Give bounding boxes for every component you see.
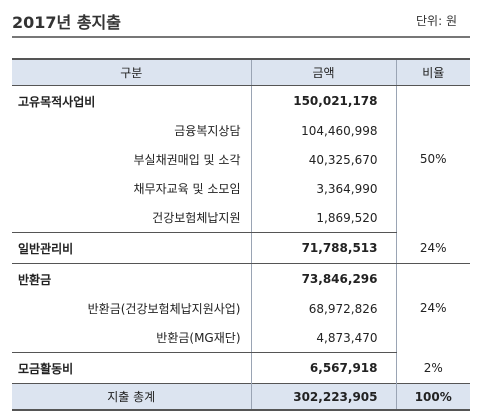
table-row: 부실채권매입 및 소각 40,325,670	[12, 145, 470, 174]
row-label: 건강보험체납지원	[12, 203, 251, 233]
row-label: 금융복지상담	[174, 124, 241, 138]
row-label: 채무자교육 및 소모임	[133, 182, 241, 196]
row-label: 반환금(건강보험체납지원사업)	[87, 302, 241, 316]
column-header-amount: 금액	[250, 58, 396, 86]
row-amount: 40,325,670	[250, 145, 397, 174]
expenditure-table: 구분 금액 비율 고유목적사업비 150,021,178 50% 금융복지상담 …	[12, 58, 470, 411]
title-divider	[12, 36, 470, 38]
column-header-category: 구분	[12, 58, 251, 86]
total-percent: 100%	[396, 383, 470, 411]
row-amount: 3,364,990	[250, 174, 397, 203]
row-amount: 104,460,998	[250, 116, 397, 145]
row-amount: 73,846,296	[250, 263, 397, 294]
row-label: 고유목적사업비	[18, 94, 96, 109]
row-amount: 68,972,826	[250, 294, 397, 323]
row-label: 반환금(MG재단)	[12, 323, 251, 353]
row-amount: 71,788,513	[250, 232, 397, 264]
total-amount: 302,223,905	[250, 383, 397, 411]
row-percent: 24%	[396, 232, 470, 264]
row-percent: 50%	[419, 152, 447, 167]
total-label: 지출 총계	[12, 383, 251, 411]
row-amount: 1,869,520	[250, 203, 397, 233]
table-header-row: 구분 금액 비율	[12, 58, 470, 86]
table-row: 건강보험체납지원 1,869,520	[12, 203, 470, 233]
row-amount: 6,567,918	[250, 352, 397, 384]
row-percent: 24%	[419, 301, 447, 316]
table-row: 반환금(건강보험체납지원사업) 68,972,826	[12, 294, 470, 323]
column-header-ratio: 비율	[395, 58, 470, 86]
unit-label: 단위: 원	[416, 14, 457, 28]
table-row: 채무자교육 및 소모임 3,364,990	[12, 174, 470, 203]
row-label: 반환금	[18, 272, 52, 287]
row-label: 부실채권매입 및 소각	[133, 153, 241, 167]
table-row: 금융복지상담 104,460,998	[12, 116, 470, 145]
row-percent: 2%	[423, 360, 443, 375]
table-row: 반환금(MG재단) 4,873,470	[12, 323, 470, 353]
table-row: 반환금 73,846,296 24%	[12, 263, 470, 315]
row-amount: 4,873,470	[250, 323, 397, 353]
table-row: 고유목적사업비 150,021,178 50%	[12, 85, 470, 166]
row-amount: 150,021,178	[250, 85, 397, 116]
total-row: 지출 총계 302,223,905 100%	[12, 383, 470, 411]
table-row: 일반관리비 71,788,513 24%	[12, 232, 470, 264]
page-title: 2017년 총지출	[12, 13, 121, 32]
row-label: 모금활동비	[18, 361, 74, 376]
row-label: 일반관리비	[12, 232, 251, 264]
table-row: 모금활동비 6,567,918 2%	[12, 352, 470, 384]
